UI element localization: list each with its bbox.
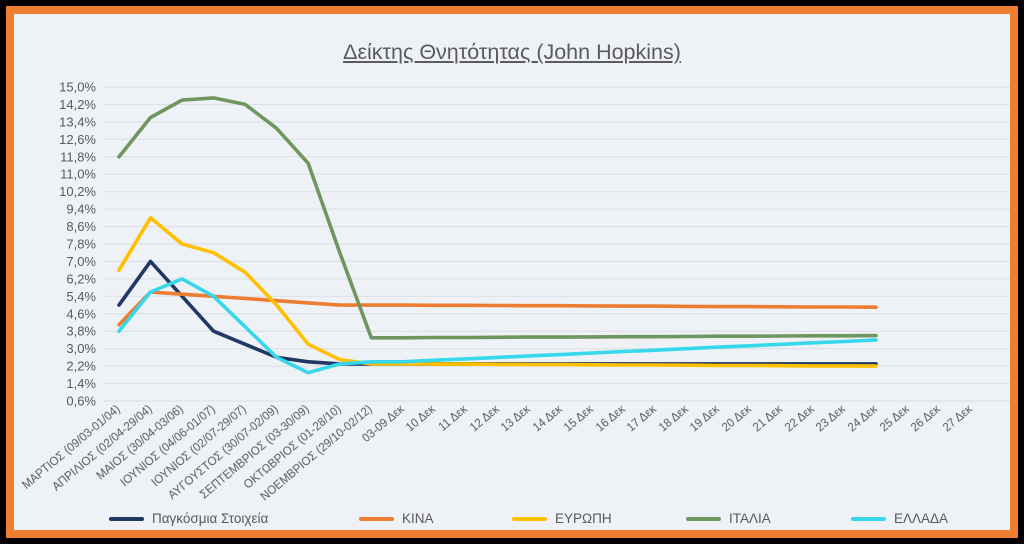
svg-text:3,8%: 3,8%: [66, 324, 96, 339]
svg-text:0,6%: 0,6%: [66, 394, 96, 409]
svg-text:2,2%: 2,2%: [66, 359, 96, 374]
svg-text:5,4%: 5,4%: [66, 289, 96, 304]
svg-text:1,4%: 1,4%: [66, 376, 96, 391]
svg-text:7,8%: 7,8%: [66, 237, 96, 252]
svg-text:10,2%: 10,2%: [59, 184, 96, 199]
svg-text:6,2%: 6,2%: [66, 271, 96, 286]
svg-text:4,6%: 4,6%: [66, 306, 96, 321]
svg-text:7,0%: 7,0%: [66, 254, 96, 269]
svg-text:9,4%: 9,4%: [66, 202, 96, 217]
svg-text:15,0%: 15,0%: [59, 80, 96, 95]
svg-text:11,8%: 11,8%: [60, 149, 96, 164]
svg-text:13,4%: 13,4%: [59, 114, 96, 129]
svg-text:11,0%: 11,0%: [60, 167, 96, 182]
svg-text:3,0%: 3,0%: [66, 341, 96, 356]
svg-text:14,2%: 14,2%: [59, 97, 96, 112]
svg-text:8,6%: 8,6%: [66, 219, 96, 234]
svg-text:12,6%: 12,6%: [59, 132, 96, 147]
